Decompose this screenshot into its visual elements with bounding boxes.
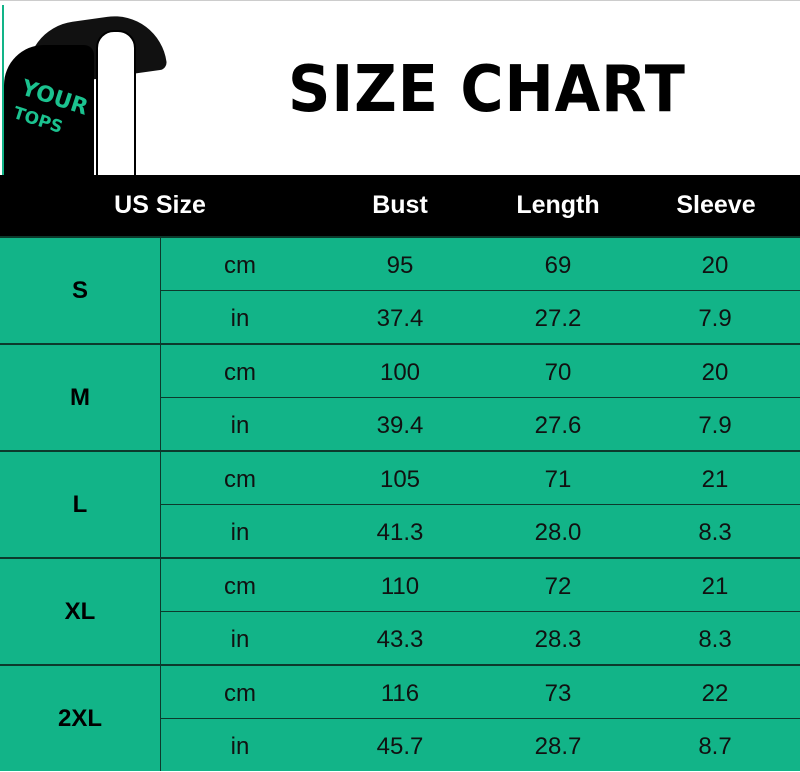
cell-length: 72	[544, 573, 572, 600]
table-row: in 43.3 28.3 8.3	[160, 611, 800, 665]
cell-bust: 116	[380, 680, 420, 707]
size-group-xl: XL cm 110 72 21 in 43.3 28.3 8.3	[0, 557, 800, 664]
cell-sleeve: 8.3	[698, 626, 732, 653]
size-group-2xl: 2XL cm 116 73 22 in 45.7 28.7 8.7	[0, 664, 800, 771]
page-title: SIZE CHART	[288, 53, 686, 127]
cell-bust: 39.4	[376, 412, 424, 439]
cell-bust: 45.7	[376, 733, 424, 760]
size-label: 2XL	[0, 666, 161, 771]
table-row: in 41.3 28.0 8.3	[160, 504, 800, 558]
size-label: XL	[0, 559, 161, 664]
cell-unit: cm	[224, 680, 256, 707]
cell-unit: cm	[224, 252, 256, 279]
table-row: in 45.7 28.7 8.7	[160, 718, 800, 772]
table-row: in 39.4 27.6 7.9	[160, 397, 800, 451]
cell-unit: cm	[224, 573, 256, 600]
cell-length: 27.6	[534, 412, 582, 439]
cell-sleeve: 20	[701, 359, 729, 386]
cell-length: 73	[544, 680, 572, 707]
cell-sleeve: 8.7	[698, 733, 732, 760]
cell-length: 27.2	[534, 305, 582, 332]
cell-length: 28.7	[534, 733, 582, 760]
cell-sleeve: 7.9	[698, 305, 732, 332]
column-header-size: US Size	[114, 191, 206, 219]
header-banner: YOUR TOPS SIZE CHART	[0, 0, 800, 175]
column-header-sleeve: Sleeve	[676, 191, 756, 219]
cell-sleeve: 21	[701, 573, 729, 600]
cell-unit: in	[230, 626, 250, 653]
table-row: cm 105 71 21	[160, 452, 800, 505]
cell-bust: 100	[379, 359, 421, 386]
table-row: cm 116 73 22	[160, 666, 800, 719]
cell-length: 28.0	[534, 519, 582, 546]
table-row: in 37.4 27.2 7.9	[160, 290, 800, 344]
cell-bust: 43.3	[376, 626, 424, 653]
cell-length: 70	[544, 359, 572, 386]
cell-unit: cm	[224, 359, 256, 386]
cell-bust: 105	[379, 466, 421, 493]
column-header-length: Length	[516, 191, 600, 219]
size-label: S	[0, 238, 161, 343]
table-row: cm 95 69 20	[160, 238, 800, 291]
cell-sleeve: 20	[701, 252, 729, 279]
cell-length: 28.3	[534, 626, 582, 653]
cell-sleeve: 22	[701, 680, 729, 707]
cell-length: 71	[544, 466, 572, 493]
cell-sleeve: 21	[701, 466, 729, 493]
cell-unit: in	[230, 519, 250, 546]
table-row: cm 110 72 21	[160, 559, 800, 612]
cell-unit: in	[230, 733, 250, 760]
size-label: L	[0, 452, 161, 557]
cell-bust: 110	[380, 573, 420, 600]
cell-bust: 95	[386, 252, 414, 279]
hand-icon	[96, 30, 136, 175]
cell-unit: in	[230, 412, 250, 439]
cell-sleeve: 8.3	[698, 519, 732, 546]
size-label: M	[0, 345, 161, 450]
cell-unit: in	[230, 305, 250, 332]
table-row: cm 100 70 20	[160, 345, 800, 398]
cell-bust: 37.4	[376, 305, 424, 332]
cell-sleeve: 7.9	[698, 412, 732, 439]
column-header-bust: Bust	[372, 191, 428, 219]
cell-bust: 41.3	[376, 519, 424, 546]
brand-logo-illustration: YOUR TOPS	[2, 5, 170, 175]
cell-unit: cm	[224, 466, 256, 493]
table-header: US Size Bust Length Sleeve	[0, 175, 800, 236]
cell-length: 69	[544, 252, 572, 279]
